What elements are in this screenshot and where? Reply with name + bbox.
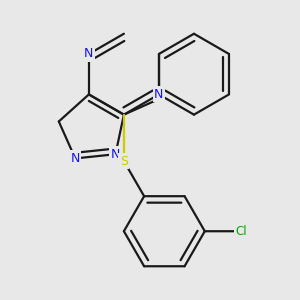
Text: N: N [154, 88, 164, 101]
Text: N: N [70, 152, 80, 165]
Text: N: N [111, 148, 120, 161]
Text: S: S [120, 155, 128, 168]
Text: N: N [84, 47, 94, 61]
Text: Cl: Cl [236, 225, 247, 238]
